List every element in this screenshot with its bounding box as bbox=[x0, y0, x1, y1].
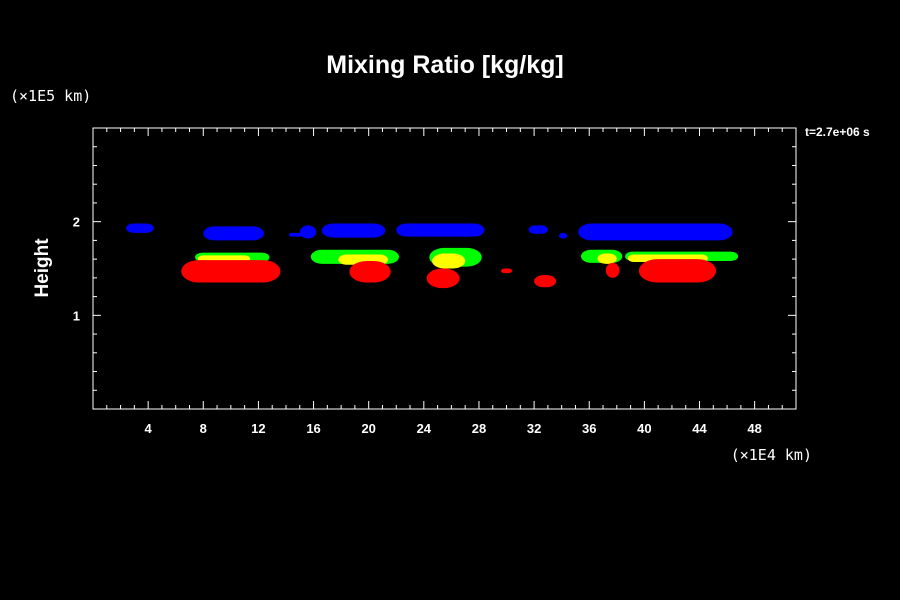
red-region-6 bbox=[605, 262, 620, 278]
red-region-4 bbox=[501, 268, 513, 274]
blue-region-8 bbox=[558, 232, 568, 239]
blue-region-4 bbox=[299, 225, 317, 239]
x-tick-label: 44 bbox=[692, 421, 707, 436]
x-unit-label: (×1E4 km) bbox=[731, 446, 812, 464]
blue-region-5 bbox=[321, 223, 386, 238]
x-tick-label: 40 bbox=[637, 421, 651, 436]
contour-regions bbox=[126, 223, 739, 289]
chart-title: Mixing Ratio [kg/kg] bbox=[326, 51, 564, 79]
x-tick-label: 48 bbox=[747, 421, 761, 436]
red-region-5 bbox=[534, 275, 557, 288]
x-tick-label: 8 bbox=[200, 421, 207, 436]
blue-region-2 bbox=[203, 226, 264, 241]
blue-region-3 bbox=[288, 232, 303, 237]
x-tick-label: 12 bbox=[251, 421, 265, 436]
red-region-1 bbox=[181, 260, 281, 283]
x-tick-label: 16 bbox=[306, 421, 320, 436]
x-tick-label: 24 bbox=[417, 421, 432, 436]
y-tick-label: 1 bbox=[73, 308, 80, 323]
plot-frame bbox=[92, 127, 797, 410]
blue-region-6 bbox=[396, 223, 485, 237]
red-region-7 bbox=[638, 259, 717, 283]
y-tick-label: 2 bbox=[73, 215, 80, 230]
x-tick-label: 4 bbox=[145, 421, 153, 436]
x-tick-label: 28 bbox=[472, 421, 486, 436]
x-tick-label: 32 bbox=[527, 421, 541, 436]
x-tick-label: 20 bbox=[361, 421, 375, 436]
y-unit-label: (×1E5 km) bbox=[10, 87, 91, 105]
blue-region-1 bbox=[126, 223, 154, 233]
red-region-2 bbox=[349, 261, 391, 283]
time-label: t=2.7e+06 s bbox=[805, 125, 870, 139]
blue-region-9 bbox=[578, 223, 733, 241]
yellow-region-4 bbox=[597, 253, 617, 264]
yellow-region-3 bbox=[432, 253, 466, 269]
blue-region-7 bbox=[528, 225, 548, 234]
x-tick-label: 36 bbox=[582, 421, 596, 436]
red-region-3 bbox=[426, 268, 460, 289]
y-axis-label: Height bbox=[32, 238, 53, 298]
